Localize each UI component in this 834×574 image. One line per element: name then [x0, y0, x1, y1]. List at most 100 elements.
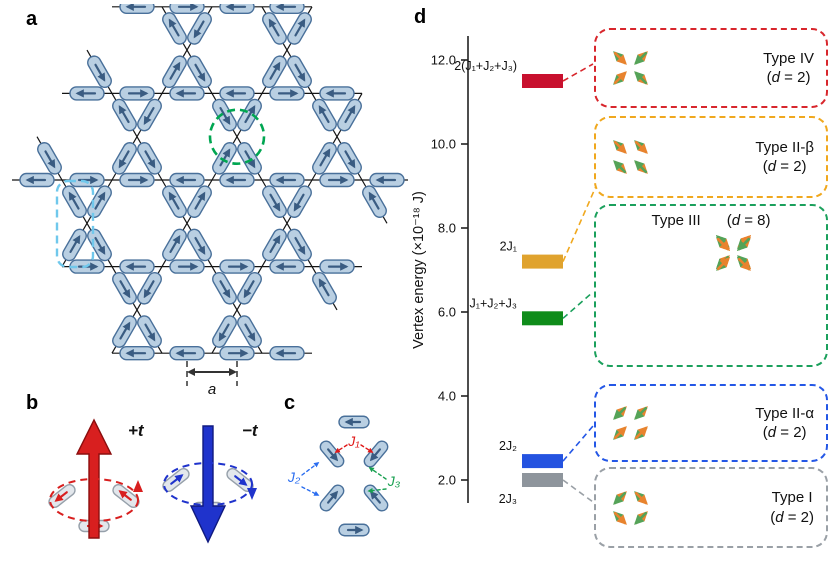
nanomagnet-island [219, 346, 255, 361]
energy-axis-canvas: 2.0 4.0 6.0 8.0 10.0 12.0 Vertex energy (×10⁻¹… [411, 36, 598, 506]
vertex-type-title: Type II-β [755, 138, 814, 156]
vertex-type-degeneracy: (d = 2) [766, 69, 811, 86]
nanomagnet-island [362, 185, 387, 218]
vertex-motif [613, 51, 648, 85]
nanomagnet-island [312, 98, 337, 132]
vertex-type-title: Type III [651, 212, 701, 229]
nanomagnet-island [262, 185, 287, 218]
nanomagnet-island [162, 55, 187, 89]
nanomagnet-island [287, 185, 312, 218]
nanomagnet-island [219, 172, 255, 188]
nanomagnet-island [319, 172, 355, 188]
nanomagnet-island [369, 172, 405, 188]
y-tick-label: 2.0 [438, 473, 456, 488]
nanomagnet-island [187, 185, 212, 218]
nanomagnet-island [338, 523, 370, 537]
energy-level-label: 2J₃ [499, 492, 517, 506]
vertex-type-box-3: Type III (d = 8) [594, 204, 828, 367]
y-tick-label: 12.0 [431, 53, 456, 68]
lattice-constant-label: a [208, 381, 216, 396]
energy-diagram-panel: 2.0 4.0 6.0 8.0 10.0 12.0 Vertex energy (×10⁻¹… [410, 0, 834, 574]
nanomagnet-island [112, 142, 137, 175]
nanomagnet-island [269, 259, 305, 274]
nanomagnet-island [226, 467, 254, 493]
nanomagnet-island [337, 142, 362, 175]
nanomagnet-island [62, 185, 87, 218]
nanomagnet-island [262, 12, 287, 45]
nanomagnet-island [312, 142, 337, 175]
nanomagnet-island [363, 440, 389, 468]
energy-levels: 2(J₁+J₂+J₃) 2J₁ J₁+J₂+J₃ 2J₂ 2J₃ [454, 59, 598, 506]
chirality-plus-unit: +t [48, 418, 145, 539]
energy-level-label: J₁+J₂+J₃ [469, 296, 517, 310]
nanomagnet-island [219, 86, 255, 101]
nanomagnet-island [119, 259, 155, 274]
nanomagnet-island [137, 315, 162, 348]
vertex-type-degeneracy: (d = 2) [762, 158, 807, 175]
nanomagnet-island [319, 440, 345, 468]
vertex-motif [613, 406, 648, 440]
nanomagnet-island [219, 4, 255, 14]
nanomagnet-island [212, 142, 237, 175]
pair-highlight-rect [55, 179, 95, 269]
nanomagnet-island [337, 98, 362, 132]
level-connector-line [562, 291, 594, 319]
panel-a-label: a [26, 8, 38, 30]
nanomagnet-island [287, 228, 312, 262]
lattice-constant-scale: a [186, 361, 238, 396]
vertex-type-title: Type I [771, 489, 813, 506]
y-tick-label: 8.0 [438, 221, 456, 236]
nanomagnet-island [19, 172, 55, 188]
coupling-vertex: J₁ J₂ J₃ [287, 415, 401, 537]
y-tick-label: 10.0 [431, 137, 456, 152]
energy-level-bar [522, 74, 563, 88]
nanomagnet-island [169, 86, 205, 101]
nanomagnet-island [262, 55, 287, 89]
nanomagnet-island [37, 142, 62, 175]
chirality-minus-unit: −t [162, 421, 259, 544]
nanomagnet-island [169, 346, 205, 361]
nanomagnet-island [187, 228, 212, 262]
nanomagnet-island [87, 55, 112, 89]
level-connector-line [562, 425, 594, 462]
panel-b-label: b [26, 392, 39, 414]
nanomagnet-island [169, 172, 205, 188]
nanomagnet-island [319, 86, 355, 101]
energy-level-bar [522, 454, 563, 469]
vertex-type-box-5: Type I (d = 2) [594, 467, 828, 548]
nanomagnet-island [119, 4, 155, 14]
nanomagnet-island [219, 259, 255, 274]
nanomagnet-island [87, 228, 112, 262]
coupling-label-j3: J₃ [387, 473, 401, 489]
nanomagnet-island [169, 4, 205, 14]
nanomagnet-island [212, 315, 237, 348]
nanomagnet-island [87, 185, 112, 218]
nanomagnet-island [212, 271, 237, 305]
plus-circulation-icon [49, 478, 139, 522]
minus-t-arrow-icon [189, 425, 227, 544]
nanomagnet-island [119, 172, 155, 188]
nanomagnet-island [187, 12, 212, 45]
panel-d-label: d [414, 6, 427, 28]
nanomagnet-island [119, 346, 155, 361]
nanomagnet-island [287, 55, 312, 89]
nanomagnet-island [287, 12, 312, 45]
nanomagnet-island [137, 142, 162, 175]
vertex-type-box-1: Type IV (d = 2) [594, 28, 828, 108]
nanomagnet-island [269, 172, 305, 188]
nanomagnet-island [119, 86, 155, 101]
nanomagnet-island [137, 271, 162, 305]
energy-level-label: 2J₂ [499, 439, 517, 453]
nanomagnet-island [162, 12, 187, 45]
plus-chirality-label: +t [128, 421, 145, 440]
vertex-type-title: Type IV [763, 49, 814, 67]
nanomagnet-island [112, 98, 137, 132]
nanomagnet-island [237, 271, 262, 305]
kagome-lattice-canvas: a [12, 4, 408, 396]
energy-level-label: 2J₁ [500, 240, 517, 254]
nanomagnet-island [169, 259, 205, 274]
vertex-type-degeneracy: (d = 2) [770, 508, 814, 526]
nanomagnet-island [319, 259, 355, 274]
coupling-label-j1: J₁ [347, 433, 360, 449]
